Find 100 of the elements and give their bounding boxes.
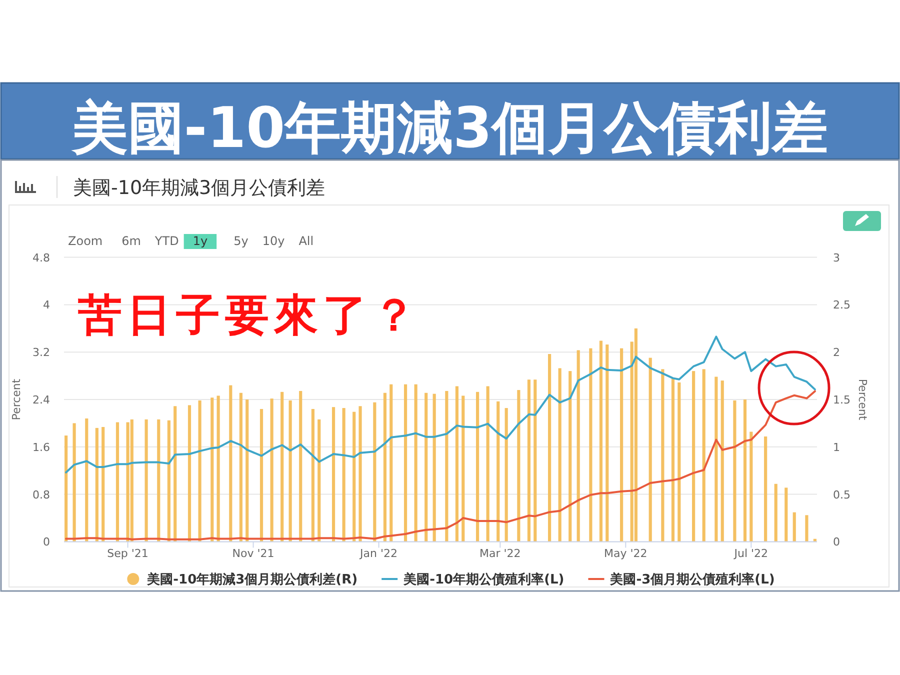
bar — [432, 394, 436, 542]
x-tick-label: Jul '22 — [733, 547, 768, 560]
bar — [64, 436, 68, 542]
bar — [764, 436, 768, 542]
bar — [671, 378, 675, 542]
x-tick-label: Sep '21 — [107, 547, 148, 560]
bar — [288, 400, 292, 542]
y-tick-label: 1.6 — [32, 440, 50, 454]
y2-tick-label: 0.5 — [833, 488, 850, 502]
bar — [424, 392, 428, 542]
x-tick-label: Nov '21 — [232, 547, 274, 560]
bar — [270, 398, 274, 542]
bar — [534, 380, 537, 542]
bar — [784, 488, 788, 542]
bar — [743, 400, 747, 542]
bar — [504, 408, 508, 542]
bar — [589, 348, 592, 542]
bar — [299, 390, 302, 542]
bar — [167, 420, 170, 542]
bar — [576, 350, 580, 542]
y-axis-title: Percent — [10, 378, 23, 420]
x-tick-label: Mar '22 — [480, 547, 521, 560]
bar — [692, 371, 696, 542]
bar — [72, 423, 76, 542]
y-tick-label: 3.2 — [32, 346, 50, 360]
bar — [210, 398, 214, 542]
y2-tick-label: 1.5 — [833, 394, 850, 406]
bar — [332, 407, 336, 542]
bar — [116, 422, 120, 542]
bar — [648, 358, 652, 542]
text: 10y — [262, 234, 285, 248]
bar — [414, 384, 418, 542]
bar — [404, 384, 408, 542]
bar — [750, 432, 753, 542]
bar — [239, 392, 242, 542]
text: Zoom — [68, 234, 103, 248]
bar — [620, 348, 624, 542]
bar — [558, 368, 562, 542]
chart-subtitle: 美國-10年期減3個月公債利差 — [73, 177, 326, 199]
y2-tick-label: 2.5 — [833, 298, 850, 312]
bar — [102, 426, 105, 542]
bar — [260, 408, 264, 542]
legend-label: 美國-10年期公債殖利率(L) — [402, 572, 564, 588]
annotation: 苦日子要來了？ — [77, 290, 421, 341]
bar — [216, 396, 220, 542]
y-tick-label: 2.4 — [32, 394, 50, 406]
bar — [188, 405, 192, 542]
y2-tick-label: 2 — [833, 346, 840, 360]
bar — [548, 354, 552, 542]
bar — [373, 402, 376, 542]
bar — [246, 400, 249, 542]
text: YTD — [154, 234, 179, 248]
chart-title: 美國-10年期減3個月公債利差 — [70, 96, 828, 161]
text: 6m — [122, 234, 141, 248]
bar — [144, 419, 148, 542]
bar — [383, 392, 386, 542]
bar — [476, 392, 480, 542]
bar — [126, 422, 130, 542]
line-series — [65, 390, 816, 540]
bar — [517, 390, 520, 542]
x-tick-label: Jan '22 — [359, 547, 398, 560]
bar — [599, 340, 603, 542]
bar — [358, 406, 362, 542]
y-tick-label: 0.8 — [32, 488, 50, 502]
bar — [311, 408, 314, 542]
bar — [805, 515, 808, 542]
text: All — [298, 234, 314, 248]
bar — [568, 371, 572, 542]
bar — [527, 380, 531, 542]
x-tick-label: May '22 — [604, 547, 648, 560]
text: 1y — [192, 234, 208, 248]
line-series — [65, 336, 816, 474]
y2-tick-label: 3 — [833, 251, 840, 264]
bar — [342, 408, 346, 542]
bar — [634, 328, 638, 542]
bar — [174, 406, 177, 542]
bar — [445, 390, 448, 542]
bar — [486, 386, 490, 542]
bar — [714, 376, 718, 542]
legend-label: 美國-10年期減3個月期公債利差(R) — [146, 572, 358, 588]
bar — [198, 400, 202, 542]
bar — [462, 396, 465, 542]
bar — [455, 386, 458, 542]
bar — [733, 400, 736, 542]
bar — [318, 419, 321, 542]
bar — [95, 428, 98, 542]
bar — [678, 382, 681, 542]
bar — [85, 418, 88, 542]
text: 5y — [234, 234, 248, 248]
bar — [352, 412, 356, 542]
bar — [390, 384, 393, 542]
y2-tick-label: 1 — [833, 440, 840, 454]
bar — [130, 419, 134, 542]
y2-tick-label: 0 — [833, 536, 840, 549]
bar — [280, 392, 284, 542]
y-tick-label: 0 — [43, 536, 50, 549]
bar — [606, 344, 609, 542]
y-tick-label: 4.8 — [32, 251, 50, 264]
bar — [702, 369, 706, 542]
bar — [157, 419, 160, 542]
